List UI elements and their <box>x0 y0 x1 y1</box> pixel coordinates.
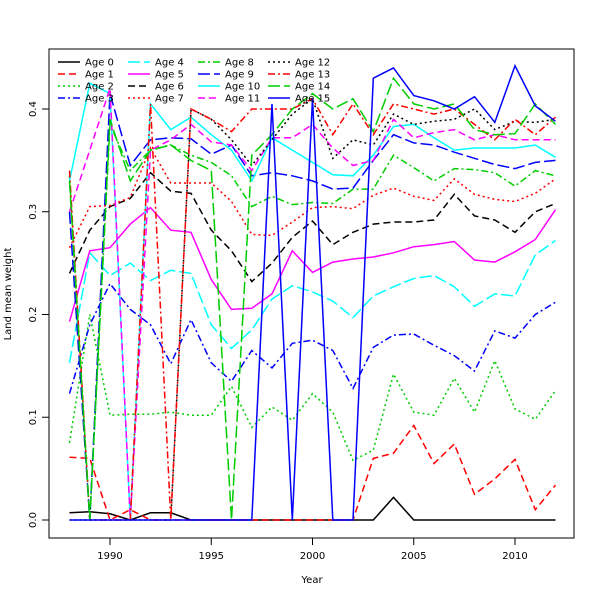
axes: 1990 1995 2000 2005 2010 0.0 0.1 0.2 0.3 0.4 <box>28 101 528 562</box>
series-line-age-10 <box>68 82 556 521</box>
legend-label: Age 3 <box>85 94 114 105</box>
plot-frame <box>48 48 575 539</box>
y-tick-label: 0.1 <box>28 409 39 425</box>
legend-label: Age 13 <box>295 70 330 81</box>
legend-label: Age 2 <box>85 82 114 93</box>
series-line-age-2 <box>68 314 557 462</box>
legend-label: Age 6 <box>155 82 184 93</box>
y-tick-label: 0.0 <box>28 512 39 528</box>
legend-label: Age 4 <box>155 58 184 69</box>
series-line-age-15 <box>69 63 556 521</box>
series-line-age-4 <box>68 239 556 363</box>
legend-label: Age 15 <box>295 94 330 105</box>
y-axis-label: Land mean weight <box>3 248 14 341</box>
legend-label: Age 12 <box>295 58 330 69</box>
legend-label: Age 0 <box>85 58 114 69</box>
x-tick-label: 1995 <box>199 551 224 562</box>
legend-label: Age 1 <box>85 70 114 81</box>
x-axis-label: Year <box>300 575 323 586</box>
series-line-age-1 <box>69 424 557 522</box>
x-tick-label: 2010 <box>502 551 527 562</box>
series-line-age-9 <box>68 93 556 521</box>
y-tick-label: 0.2 <box>28 307 39 323</box>
series-line-age-3 <box>68 282 556 394</box>
legend-label: Age 9 <box>225 70 254 81</box>
series-line-age-14 <box>68 76 557 521</box>
y-tick-label: 0.3 <box>28 204 39 220</box>
series-line-age-6 <box>68 171 556 283</box>
legend-label: Age 5 <box>155 70 184 81</box>
legend-label: Age 8 <box>225 58 254 69</box>
series-line-age-5 <box>68 206 557 322</box>
x-tick-label: 2005 <box>401 551 426 562</box>
legend-label: Age 7 <box>155 94 184 105</box>
series-line-age-11 <box>68 88 556 521</box>
legend-label: Age 10 <box>225 82 260 93</box>
legend-label: Age 11 <box>225 94 260 105</box>
y-tick-label: 0.4 <box>28 101 39 117</box>
series-line-age-7 <box>68 146 556 249</box>
series-lines <box>68 63 557 522</box>
x-tick-label: 2000 <box>300 551 325 562</box>
x-tick-label: 1990 <box>97 551 122 562</box>
legend-label: Age 14 <box>295 82 330 93</box>
